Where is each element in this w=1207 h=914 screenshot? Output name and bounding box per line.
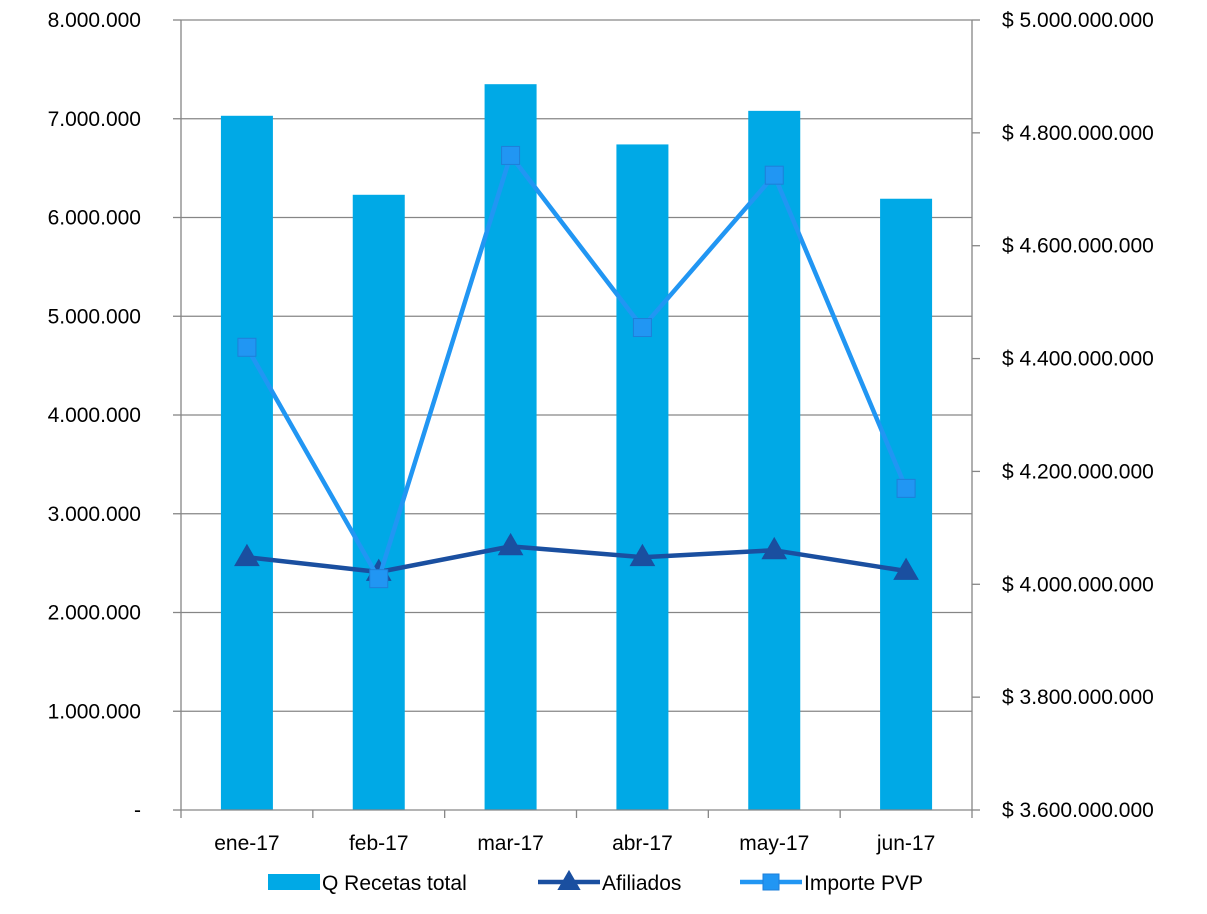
bar-q-recetas-total (748, 110, 801, 811)
gridlines (181, 19, 972, 712)
left-axis-tick-label: - (134, 799, 141, 822)
legend-label-afiliados: Afiliados (602, 872, 681, 895)
point-afiliados (761, 536, 788, 560)
right-axis-tick-label: $ 4.200.000.000 (1002, 460, 1154, 483)
bar-q-recetas-total (220, 115, 273, 811)
right-axis-tick-label: $ 3.600.000.000 (1002, 799, 1154, 822)
point-afiliados (234, 543, 260, 567)
point-importe-pvp (369, 569, 389, 589)
left-axis-tick-label: 6.000.000 (48, 207, 141, 230)
point-afiliados (497, 532, 524, 556)
legend-label-importe-pvp: Importe PVP (804, 872, 923, 895)
point-importe-pvp (764, 165, 784, 185)
right-axis-tick-labels: $ 3.600.000.000 $ 3.800.000.000 $ 4.000.00… (1002, 9, 1154, 822)
bar-q-recetas-total (616, 144, 669, 811)
x-axis-tick-label: abr-17 (612, 832, 673, 855)
x-axis-tick-label: jun-17 (876, 832, 935, 855)
x-axis-tick-label: feb-17 (349, 832, 409, 855)
bar-q-recetas-total (880, 198, 933, 811)
left-axis-tick-label: 7.000.000 (48, 108, 141, 131)
left-axis-tick-label: 5.000.000 (48, 305, 141, 328)
left-axis-tick-label: 3.000.000 (48, 503, 141, 526)
x-axis-tick-label: mar-17 (477, 832, 544, 855)
left-axis-tick-label: 8.000.000 (48, 9, 141, 32)
x-axis-tick-labels: ene-17 feb-17 mar-17 abr-17 may-17 jun-17 (214, 832, 935, 855)
right-axis-tick-label: $ 4.000.000.000 (1002, 573, 1154, 596)
right-axis-tick-label: $ 4.400.000.000 (1002, 348, 1154, 371)
legend-marker-afiliados (557, 869, 581, 891)
right-axis-tick-label: $ 4.800.000.000 (1002, 122, 1154, 145)
left-axis-tick-label: 1.000.000 (48, 700, 141, 723)
legend-swatch-q-recetas-total (268, 874, 320, 890)
left-axis-tick-labels: - 1.000.000 2.000.000 3.000.000 4.000.000 5.0… (48, 9, 141, 822)
axes (173, 19, 980, 818)
left-axis-tick-label: 2.000.000 (48, 602, 141, 625)
legend: Q Recetas total Afiliados Importe PVP (268, 869, 923, 895)
right-axis-tick-label: $ 4.600.000.000 (1002, 235, 1154, 258)
bar-q-recetas-total (352, 194, 405, 811)
line-afiliados (246, 544, 907, 575)
line-importe-pvp (244, 153, 909, 581)
legend-marker-importe-pvp (762, 873, 780, 891)
point-importe-pvp (896, 478, 916, 498)
point-importe-pvp (501, 145, 521, 165)
point-importe-pvp (632, 318, 652, 338)
left-axis-tick-label: 4.000.000 (48, 404, 141, 427)
point-importe-pvp (237, 337, 257, 357)
right-axis-tick-label: $ 5.000.000.000 (1002, 9, 1154, 32)
bar-q-recetas-total (484, 84, 537, 810)
right-axis-tick-label: $ 3.800.000.000 (1002, 686, 1154, 709)
bars-q-recetas-total (220, 84, 933, 811)
line-series (234, 145, 919, 589)
x-axis-tick-label: ene-17 (214, 832, 279, 855)
point-afiliados (629, 543, 656, 567)
point-afiliados (893, 557, 919, 580)
legend-label-q-recetas-total: Q Recetas total (322, 872, 467, 895)
x-axis-tick-label: may-17 (739, 832, 809, 855)
